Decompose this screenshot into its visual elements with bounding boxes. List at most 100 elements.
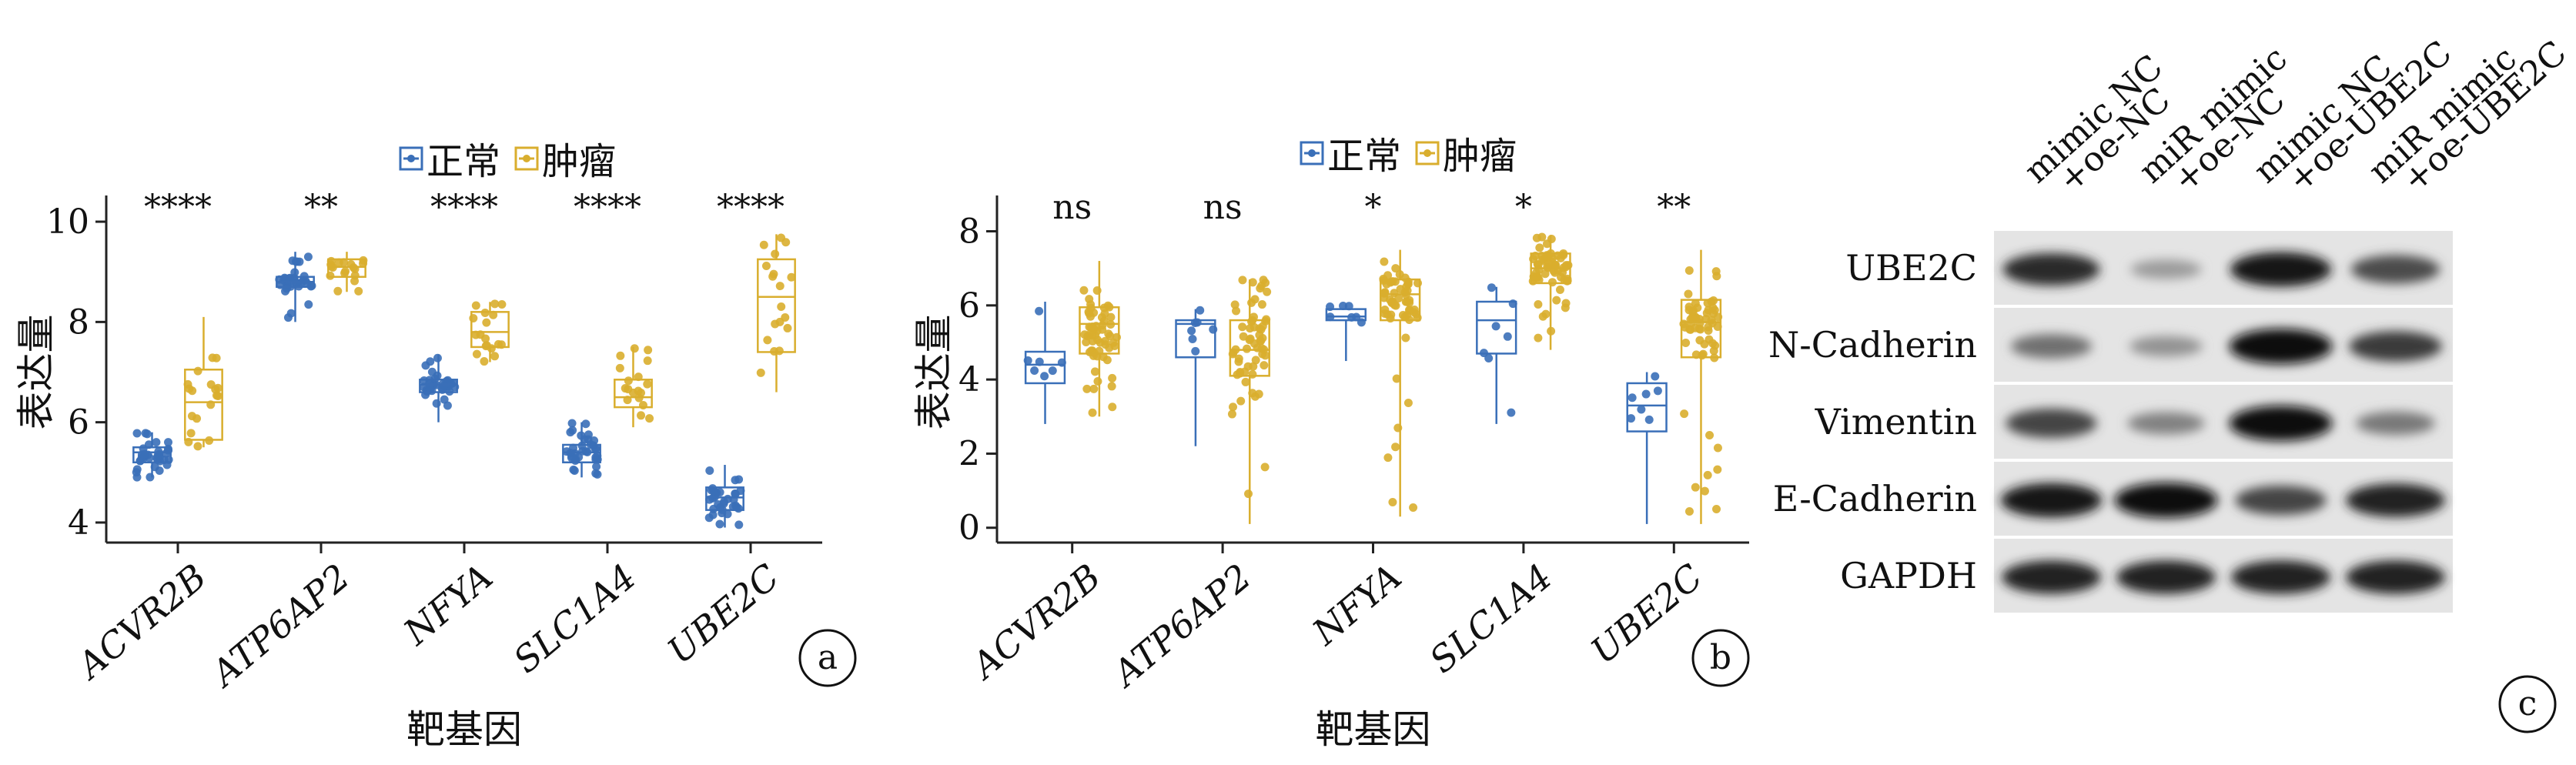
data-point: [1263, 287, 1272, 296]
data-point: [1534, 300, 1543, 309]
data-point: [1239, 332, 1248, 341]
legend: 正常 肿瘤: [1300, 135, 1517, 178]
data-point: [497, 300, 507, 309]
data-point: [1255, 330, 1264, 339]
data-point: [1227, 409, 1236, 419]
data-point: [426, 357, 435, 366]
data-point: [1695, 336, 1705, 345]
x-tick-label: UBE2C: [1583, 556, 1710, 672]
data-point: [480, 357, 489, 366]
data-point: [769, 269, 778, 279]
panel-label-text: c: [2518, 684, 2538, 723]
data-point: [777, 302, 786, 311]
data-point: [211, 385, 220, 394]
y-tick-label: 4: [958, 360, 980, 399]
x-tick-label: NFYA: [1304, 556, 1410, 653]
data-point: [1391, 264, 1400, 273]
x-axis-label: 靶基因: [1316, 707, 1431, 752]
data-point: [1380, 288, 1390, 297]
x-tick-label: UBE2C: [660, 556, 787, 672]
box: [132, 446, 172, 464]
legend-swatch-dot: [407, 155, 415, 162]
data-point: [443, 401, 452, 410]
data-point: [1093, 377, 1102, 386]
data-point: [1644, 415, 1654, 424]
legend-swatch-dot: [1423, 149, 1431, 157]
y-tick-label: 6: [68, 403, 89, 443]
data-point: [152, 438, 161, 447]
data-point: [1403, 279, 1413, 289]
data-point: [1188, 334, 1197, 343]
box: [1626, 382, 1668, 433]
data-point: [1555, 285, 1564, 294]
data-point: [645, 414, 654, 423]
blot-band: [2356, 411, 2435, 436]
data-point: [341, 267, 350, 276]
data-point: [286, 309, 296, 318]
data-point: [1232, 306, 1241, 316]
data-point: [1712, 504, 1721, 513]
data-point: [1681, 338, 1691, 347]
data-point: [1709, 346, 1718, 356]
data-point: [574, 453, 584, 462]
data-point: [1703, 470, 1712, 479]
data-point: [771, 319, 780, 329]
data-point: [643, 379, 652, 389]
data-point: [1035, 306, 1044, 316]
data-point: [591, 469, 601, 478]
data-point: [644, 346, 653, 355]
data-point: [1380, 257, 1389, 266]
significance-label: ns: [1052, 188, 1092, 227]
data-point: [1680, 409, 1689, 419]
data-point: [185, 384, 194, 393]
data-point: [140, 449, 149, 459]
data-point: [1538, 255, 1547, 264]
significance-label: ****: [574, 188, 641, 227]
box: [1380, 278, 1421, 322]
data-point: [1507, 408, 1516, 417]
significance-label: *: [1515, 188, 1532, 227]
data-point: [1684, 289, 1693, 299]
data-point: [1255, 324, 1264, 333]
data-point: [787, 272, 796, 282]
blot-band: [2000, 483, 2103, 518]
data-point: [777, 233, 786, 242]
data-point: [471, 301, 480, 310]
blot-row-label: Vimentin: [1815, 401, 1977, 443]
x-axis-label: 靶基因: [406, 707, 522, 752]
data-point: [1713, 465, 1722, 474]
y-tick-label: 0: [958, 509, 980, 548]
blot-band: [2348, 331, 2443, 362]
data-point: [1531, 268, 1541, 277]
data-point: [1383, 453, 1393, 463]
data-point: [1108, 373, 1117, 382]
data-point: [1102, 356, 1112, 365]
legend-swatch: [1300, 141, 1324, 165]
data-point: [1383, 271, 1393, 280]
data-point: [1082, 384, 1092, 393]
blot-band: [2114, 483, 2218, 518]
data-point: [1089, 384, 1099, 393]
data-point: [715, 519, 724, 529]
data-point: [1689, 306, 1698, 316]
blot-band: [2229, 329, 2333, 364]
data-point: [1711, 267, 1721, 276]
data-point: [1257, 300, 1266, 309]
blot-band: [2006, 408, 2097, 439]
blot-row-label: N-Cadherin: [1768, 324, 1977, 366]
data-point: [1240, 367, 1250, 376]
blot-band: [2127, 412, 2205, 435]
blot-band: [2229, 406, 2333, 441]
data-point: [1088, 408, 1097, 417]
data-point: [333, 286, 343, 296]
data-point: [427, 367, 437, 376]
data-point: [1250, 392, 1260, 401]
panel-label-circle: [798, 629, 857, 687]
data-point: [1409, 503, 1418, 512]
data-point: [1707, 316, 1716, 325]
data-point: [1247, 317, 1256, 326]
data-point: [1392, 374, 1401, 383]
data-point: [1088, 331, 1097, 340]
data-point: [1260, 361, 1269, 370]
data-point: [1106, 332, 1115, 341]
